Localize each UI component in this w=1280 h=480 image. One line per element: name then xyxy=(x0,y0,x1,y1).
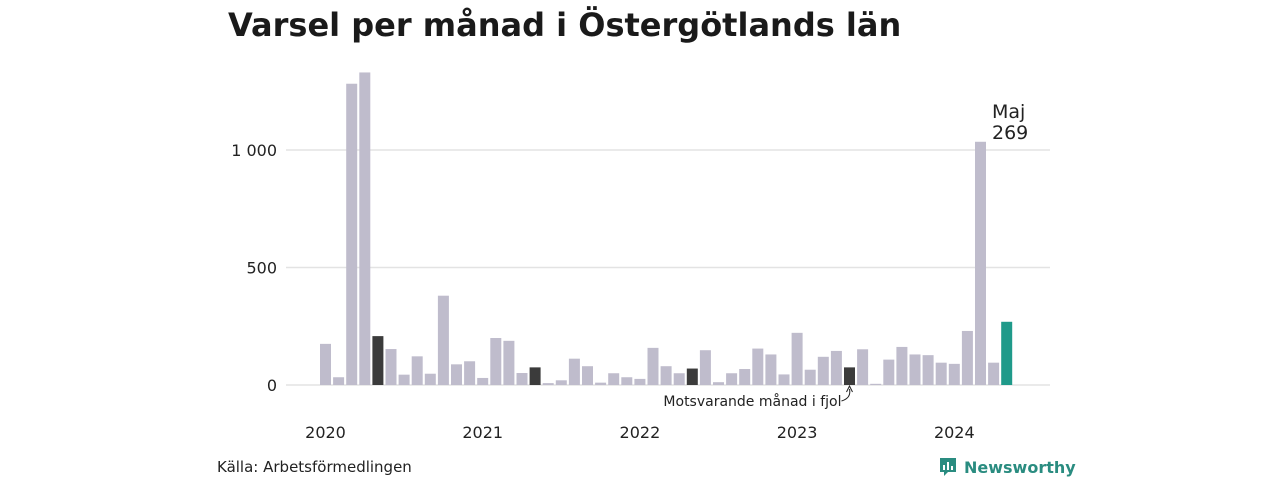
bar xyxy=(555,380,567,385)
bar xyxy=(595,382,607,385)
chart-title: Varsel per månad i Östergötlands län xyxy=(228,6,902,44)
bar-comparison xyxy=(686,368,698,385)
bar xyxy=(817,356,829,385)
x-year-label: 2020 xyxy=(305,423,346,442)
x-year-label: 2022 xyxy=(620,423,661,442)
bar xyxy=(739,369,751,385)
highlight-month-label: Maj xyxy=(992,101,1025,123)
bar-comparison xyxy=(844,367,855,385)
bar xyxy=(948,363,960,385)
bar xyxy=(621,377,633,385)
bar xyxy=(909,354,921,385)
bar xyxy=(660,366,672,385)
bar xyxy=(503,340,515,385)
bar xyxy=(699,350,711,385)
bar xyxy=(961,330,973,385)
brand[interactable]: Newsworthy xyxy=(938,456,1076,478)
grid-layer xyxy=(286,149,1050,386)
bar xyxy=(673,373,685,385)
bar xyxy=(608,373,620,385)
bar xyxy=(451,364,462,385)
bar xyxy=(320,343,331,385)
bar xyxy=(490,338,502,385)
annotation-arrowhead xyxy=(846,384,853,393)
comparison-annotation: Motsvarande månad i fjol xyxy=(663,393,841,410)
bar xyxy=(398,374,410,385)
y-tick-label: 500 xyxy=(246,259,277,278)
bar xyxy=(477,377,489,385)
bar xyxy=(385,349,397,385)
bar xyxy=(346,83,358,385)
bars-layer xyxy=(320,72,1013,385)
y-tick-label: 1 000 xyxy=(231,141,277,160)
bar xyxy=(896,346,908,385)
bar xyxy=(975,141,986,385)
bar xyxy=(935,362,947,385)
bar xyxy=(516,373,528,385)
bar-highlight xyxy=(1001,321,1013,385)
bar xyxy=(464,361,476,385)
bar xyxy=(411,356,423,385)
bar xyxy=(922,355,934,385)
x-year-label: 2023 xyxy=(777,423,818,442)
bar xyxy=(542,383,554,385)
bar xyxy=(870,383,882,385)
bar xyxy=(830,350,842,385)
bar xyxy=(778,374,790,385)
brand-name: Newsworthy xyxy=(964,457,1076,477)
bar-comparison xyxy=(529,367,541,385)
bar xyxy=(883,359,895,385)
y-tick-label: 0 xyxy=(267,376,277,395)
bar xyxy=(424,373,436,385)
bar xyxy=(988,362,1000,385)
newsworthy-logo-icon xyxy=(940,458,956,476)
bar xyxy=(713,382,724,385)
highlight-value-label: 269 xyxy=(992,122,1028,144)
x-year-label: 2024 xyxy=(934,423,975,442)
bar xyxy=(647,347,659,385)
bar xyxy=(634,378,646,385)
bar xyxy=(568,358,580,385)
bar xyxy=(752,348,764,385)
bar-comparison xyxy=(372,336,384,385)
bar xyxy=(582,366,593,385)
annotation-arrow xyxy=(841,388,851,402)
bar xyxy=(333,377,345,385)
bar xyxy=(437,295,449,385)
x-year-label: 2021 xyxy=(462,423,503,442)
bar xyxy=(726,373,738,385)
source-text: Källa: Arbetsförmedlingen xyxy=(217,458,412,476)
bar xyxy=(359,72,371,385)
bar xyxy=(791,332,803,385)
bar xyxy=(804,369,816,385)
bar xyxy=(857,349,869,385)
bar xyxy=(765,354,777,385)
